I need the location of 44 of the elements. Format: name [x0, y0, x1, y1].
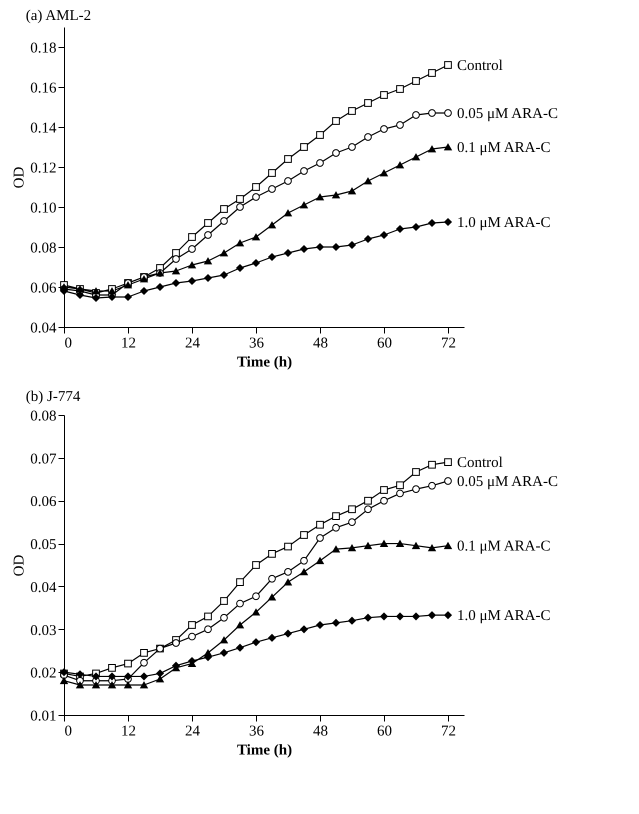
- x-tick-label: 0: [64, 336, 72, 352]
- y-tick-label: 0.06: [30, 280, 57, 296]
- series-label: 1.0 μM ARA-C: [457, 215, 550, 231]
- x-tick-label: 12: [121, 724, 136, 740]
- y-tick-label: 0.05: [30, 537, 56, 554]
- series-label: Control: [457, 455, 503, 472]
- series-label: 0.05 μM ARA-C: [457, 474, 558, 490]
- x-tick-label: 24: [185, 724, 200, 740]
- x-tick-label: 72: [441, 724, 456, 740]
- series-label: 0.1 μM ARA-C: [457, 538, 550, 555]
- y-tick-label: 0.12: [30, 160, 56, 176]
- series-label: 0.1 μM ARA-C: [457, 140, 550, 156]
- y-tick-label: 0.10: [30, 200, 56, 216]
- series-label: Control: [457, 58, 503, 74]
- x-tick-label: 48: [313, 336, 328, 352]
- x-tick-label: 24: [185, 336, 200, 352]
- y-tick-label: 0.14: [30, 120, 57, 136]
- y-tick-label: 0.04: [30, 580, 57, 596]
- x-axis-title: Time (h): [236, 354, 292, 370]
- y-axis-title: OD: [11, 554, 28, 576]
- y-tick-label: 0.04: [30, 320, 57, 336]
- y-tick-label: 0.01: [30, 708, 56, 724]
- x-tick-label: 36: [249, 724, 264, 740]
- x-tick-label: 48: [313, 724, 328, 740]
- y-tick-label: 0.02: [30, 666, 56, 682]
- y-tick-label: 0.08: [30, 408, 56, 424]
- series-label: 0.05 μM ARA-C: [457, 106, 558, 122]
- chart-title: (a) AML-2: [26, 8, 92, 24]
- series-label: 1.0 μM ARA-C: [457, 608, 550, 624]
- y-tick-label: 0.08: [30, 240, 56, 256]
- y-axis-title: OD: [11, 166, 28, 188]
- x-tick-label: 60: [377, 336, 392, 352]
- x-tick-label: 60: [377, 724, 392, 740]
- y-tick-label: 0.03: [30, 622, 56, 639]
- x-tick-label: 0: [64, 724, 72, 740]
- x-axis-title: Time (h): [236, 742, 292, 758]
- y-tick-label: 0.16: [30, 80, 57, 96]
- chart-title: (b) J-774: [26, 389, 81, 405]
- x-tick-label: 12: [121, 336, 136, 352]
- x-tick-label: 36: [249, 336, 264, 352]
- x-tick-label: 72: [441, 336, 456, 352]
- y-tick-label: 0.18: [30, 40, 56, 56]
- y-tick-label: 0.07: [30, 451, 57, 468]
- y-tick-label: 0.06: [30, 494, 57, 510]
